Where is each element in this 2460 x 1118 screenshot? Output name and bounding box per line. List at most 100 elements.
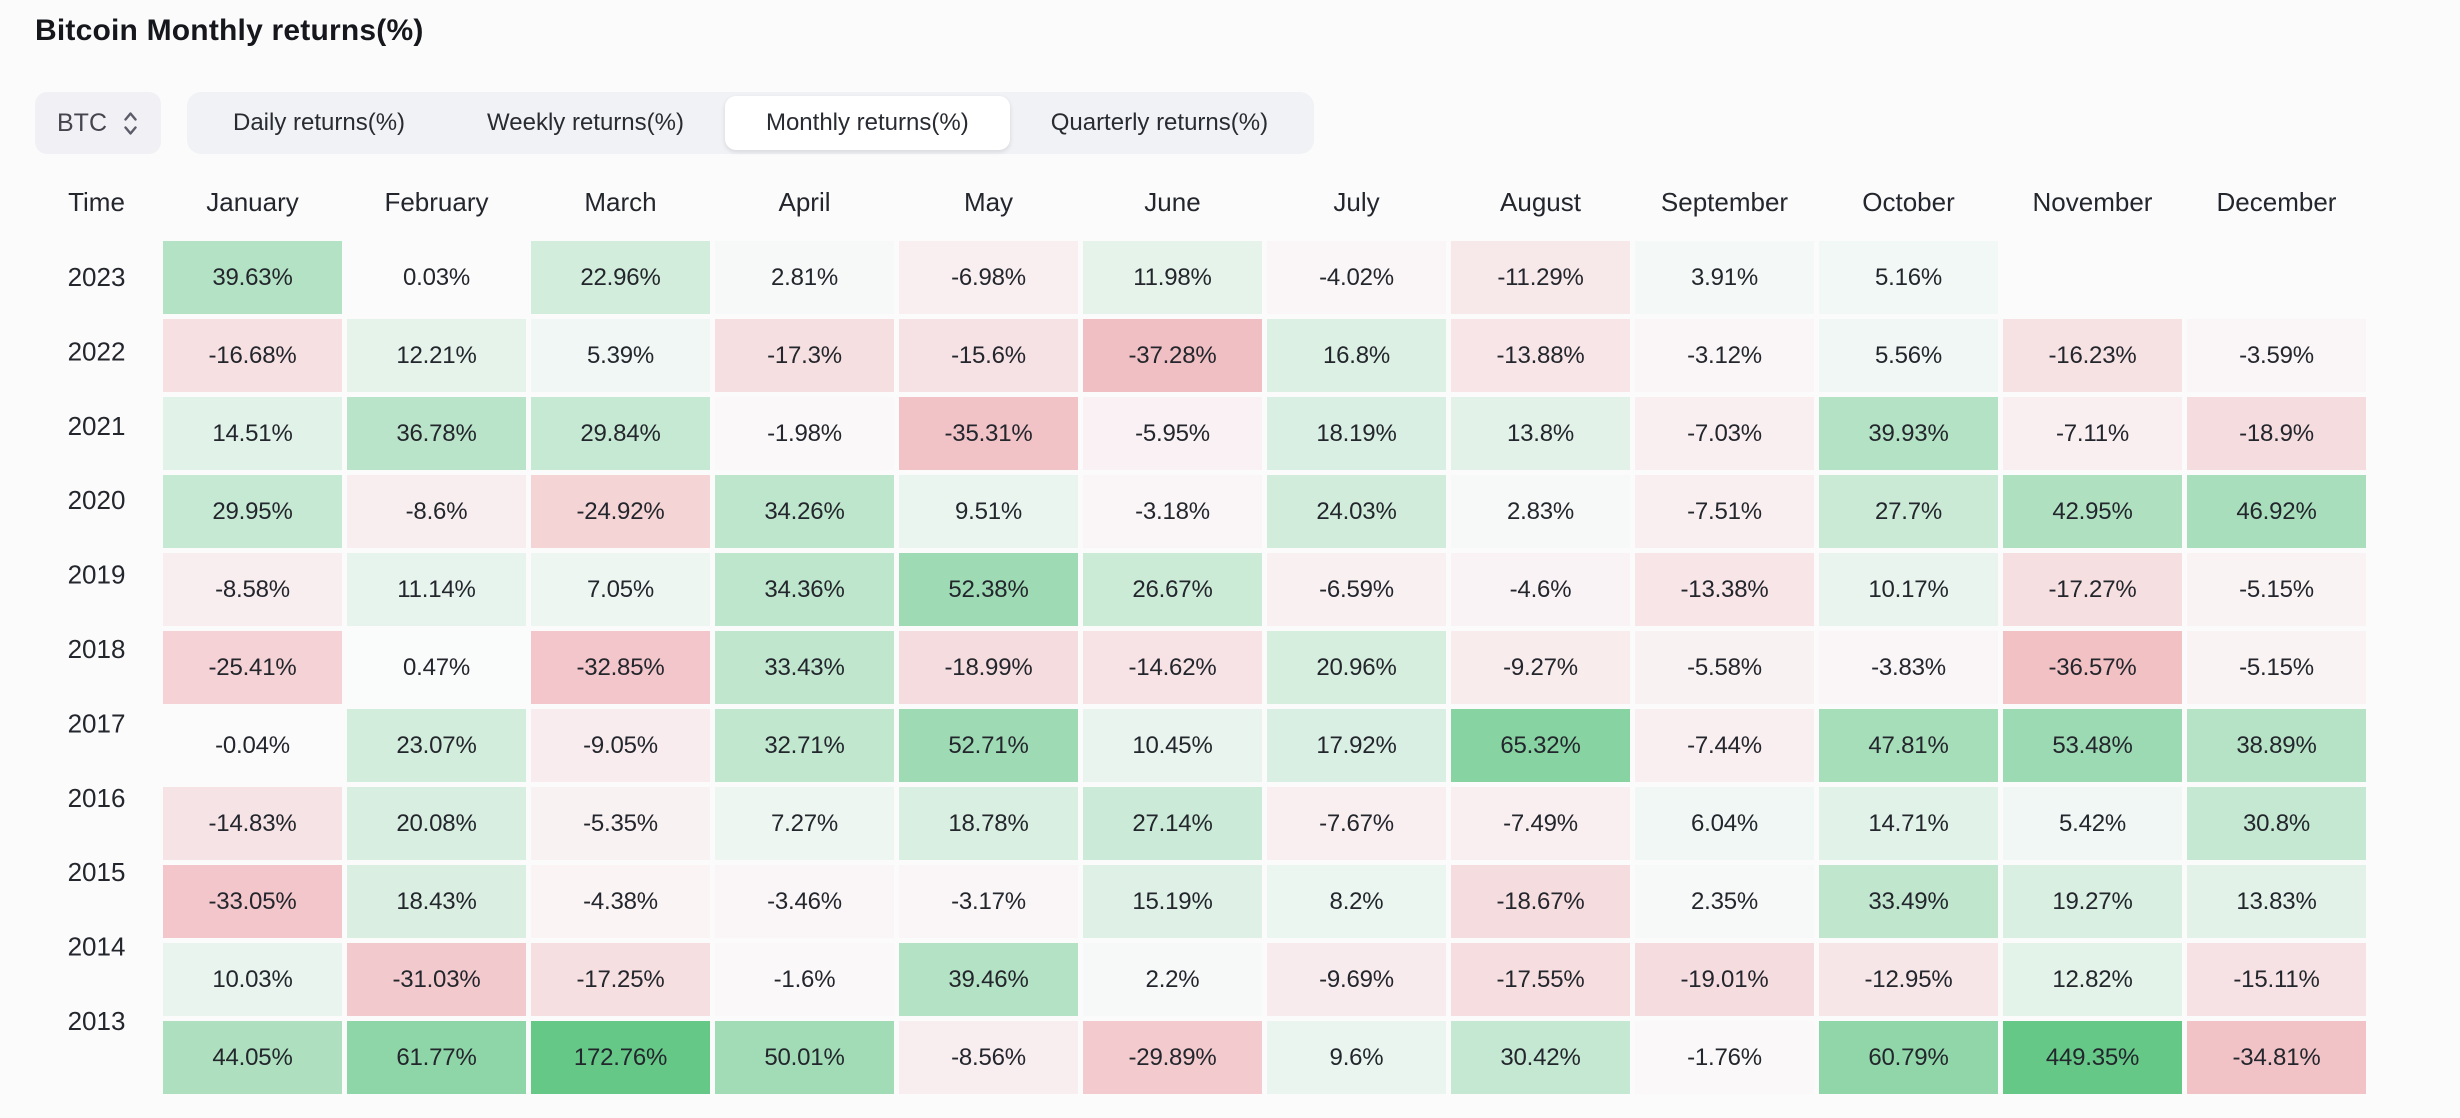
heatmap-cell: -18.99% xyxy=(899,631,1078,704)
heatmap-cell: -1.98% xyxy=(767,419,842,447)
row-year-label-2021: 2021 xyxy=(67,410,126,441)
heatmap-cell: -33.05% xyxy=(163,865,342,938)
tab-quarterly-returns[interactable]: Quarterly returns(%) xyxy=(1010,96,1309,150)
heatmap-cell: -6.98% xyxy=(899,241,1078,314)
heatmap-cell: 33.49% xyxy=(1819,865,1998,938)
heatmap-cell: -3.83% xyxy=(1819,631,1998,704)
heatmap-cell: 18.78% xyxy=(899,787,1078,860)
row-year-label-2013: 2013 xyxy=(67,1006,126,1036)
heatmap-cell: 24.03% xyxy=(1267,475,1446,548)
heatmap-cell: -13.38% xyxy=(1635,553,1814,626)
heatmap-cell: 26.67% xyxy=(1083,553,1262,626)
heatmap-cell: 52.38% xyxy=(899,553,1078,626)
heatmap-cell: 3.91% xyxy=(1635,241,1814,314)
heatmap-cell: 14.51% xyxy=(163,397,342,470)
heatmap-cell: 5.16% xyxy=(1819,241,1998,314)
heatmap-cell: -4.02% xyxy=(1267,241,1446,314)
heatmap-cell: 30.42% xyxy=(1451,1021,1630,1094)
heatmap-cell: 12.21% xyxy=(347,319,526,392)
heatmap-cell: 449.35% xyxy=(2003,1021,2182,1094)
heatmap-cell: 2.83% xyxy=(1451,475,1630,548)
heatmap-cell: 20.96% xyxy=(1267,631,1446,704)
heatmap-cell: -3.59% xyxy=(2187,319,2366,392)
heatmap-cell: 44.05% xyxy=(163,1021,342,1094)
heatmap-cell: 5.39% xyxy=(531,319,710,392)
heatmap-cell: 29.84% xyxy=(531,397,710,470)
heatmap-cell: -36.57% xyxy=(2003,631,2182,704)
heatmap-cell: 11.14% xyxy=(347,553,526,626)
heatmap-cell: 42.95% xyxy=(2003,475,2182,548)
heatmap-cell: 16.8% xyxy=(1267,319,1446,392)
heatmap-cell: -31.03% xyxy=(347,943,526,1016)
heatmap-cell: 10.03% xyxy=(163,943,342,1016)
heatmap-cell: 2.35% xyxy=(1635,865,1814,938)
heatmap-cell: -37.28% xyxy=(1083,319,1262,392)
heatmap-cell: 10.17% xyxy=(1819,553,1998,626)
heatmap-cell: 12.82% xyxy=(2003,943,2182,1016)
heatmap-cell: 0.47% xyxy=(402,653,471,681)
heatmap-cell: 60.79% xyxy=(1819,1021,1998,1094)
heatmap-cell: 0.03% xyxy=(402,263,471,291)
heatmap-cell: 5.42% xyxy=(2003,787,2182,860)
column-header-december: December xyxy=(2216,186,2337,217)
column-header-january: January xyxy=(206,186,299,217)
heatmap-cell: -14.83% xyxy=(163,787,342,860)
tab-monthly-returns[interactable]: Monthly returns(%) xyxy=(724,96,1010,150)
heatmap-cell: -1.6% xyxy=(773,965,836,993)
heatmap-cell: 65.32% xyxy=(1451,709,1630,782)
row-year-label-2019: 2019 xyxy=(67,559,126,590)
heatmap-cell: -18.9% xyxy=(2187,397,2366,470)
heatmap-cell: 27.14% xyxy=(1083,787,1262,860)
coin-selector-value: BTC xyxy=(57,108,107,137)
heatmap-cell: 61.77% xyxy=(347,1021,526,1094)
heatmap-cell: -17.3% xyxy=(715,319,894,392)
heatmap-cell: -3.17% xyxy=(899,865,1078,938)
heatmap-cell: 2.81% xyxy=(715,241,894,314)
heatmap-cell: -5.15% xyxy=(2187,553,2366,626)
tab-daily-returns[interactable]: Daily returns(%) xyxy=(192,96,446,150)
heatmap-cell: 17.92% xyxy=(1267,709,1446,782)
heatmap-cell: 13.8% xyxy=(1451,397,1630,470)
column-header-march: March xyxy=(584,186,657,217)
heatmap-cell: 13.83% xyxy=(2187,865,2366,938)
heatmap-cell: 32.71% xyxy=(715,709,894,782)
heatmap-cell: 10.45% xyxy=(1083,709,1262,782)
heatmap-cell: -5.15% xyxy=(2187,631,2366,704)
heatmap-cell: 38.89% xyxy=(2187,709,2366,782)
heatmap-cell: 52.71% xyxy=(899,709,1078,782)
heatmap-cell: -9.27% xyxy=(1451,631,1630,704)
heatmap-cell: -7.11% xyxy=(2003,397,2182,470)
heatmap-cell: -4.6% xyxy=(1451,553,1630,626)
column-header-november: November xyxy=(2032,186,2153,217)
heatmap-cell: 53.48% xyxy=(2003,709,2182,782)
heatmap-cell: -4.38% xyxy=(531,865,710,938)
heatmap-cell: -29.89% xyxy=(1083,1021,1262,1094)
heatmap-cell: 9.51% xyxy=(899,475,1078,548)
heatmap-cell: 46.92% xyxy=(2187,475,2366,548)
heatmap-cell: 39.46% xyxy=(899,943,1078,1016)
row-year-label-2023: 2023 xyxy=(67,262,126,292)
heatmap-cell: -5.95% xyxy=(1083,397,1262,470)
heatmap-cell: 9.6% xyxy=(1267,1021,1446,1094)
column-header-time: Time xyxy=(68,186,125,217)
coin-selector[interactable]: BTC xyxy=(35,92,161,154)
heatmap-cell: -5.58% xyxy=(1635,631,1814,704)
heatmap-cell: -35.31% xyxy=(899,397,1078,470)
heatmap-cell: -8.6% xyxy=(347,475,526,548)
heatmap-cell: 6.04% xyxy=(1635,787,1814,860)
heatmap-cell: 34.36% xyxy=(715,553,894,626)
heatmap-cell: -17.27% xyxy=(2003,553,2182,626)
tab-weekly-returns[interactable]: Weekly returns(%) xyxy=(446,96,725,150)
heatmap-cell: 47.81% xyxy=(1819,709,1998,782)
row-year-label-2020: 2020 xyxy=(67,485,126,516)
heatmap-cell: -5.35% xyxy=(531,787,710,860)
heatmap-cell: 36.78% xyxy=(347,397,526,470)
heatmap-cell: 20.08% xyxy=(347,787,526,860)
heatmap-cell: 30.8% xyxy=(2187,787,2366,860)
heatmap-cell: 7.05% xyxy=(531,553,710,626)
heatmap-cell: -7.03% xyxy=(1635,397,1814,470)
heatmap-cell: -17.55% xyxy=(1451,943,1630,1016)
heatmap-cell: 29.95% xyxy=(163,475,342,548)
heatmap-cell: 18.19% xyxy=(1267,397,1446,470)
heatmap-cell: 34.26% xyxy=(715,475,894,548)
